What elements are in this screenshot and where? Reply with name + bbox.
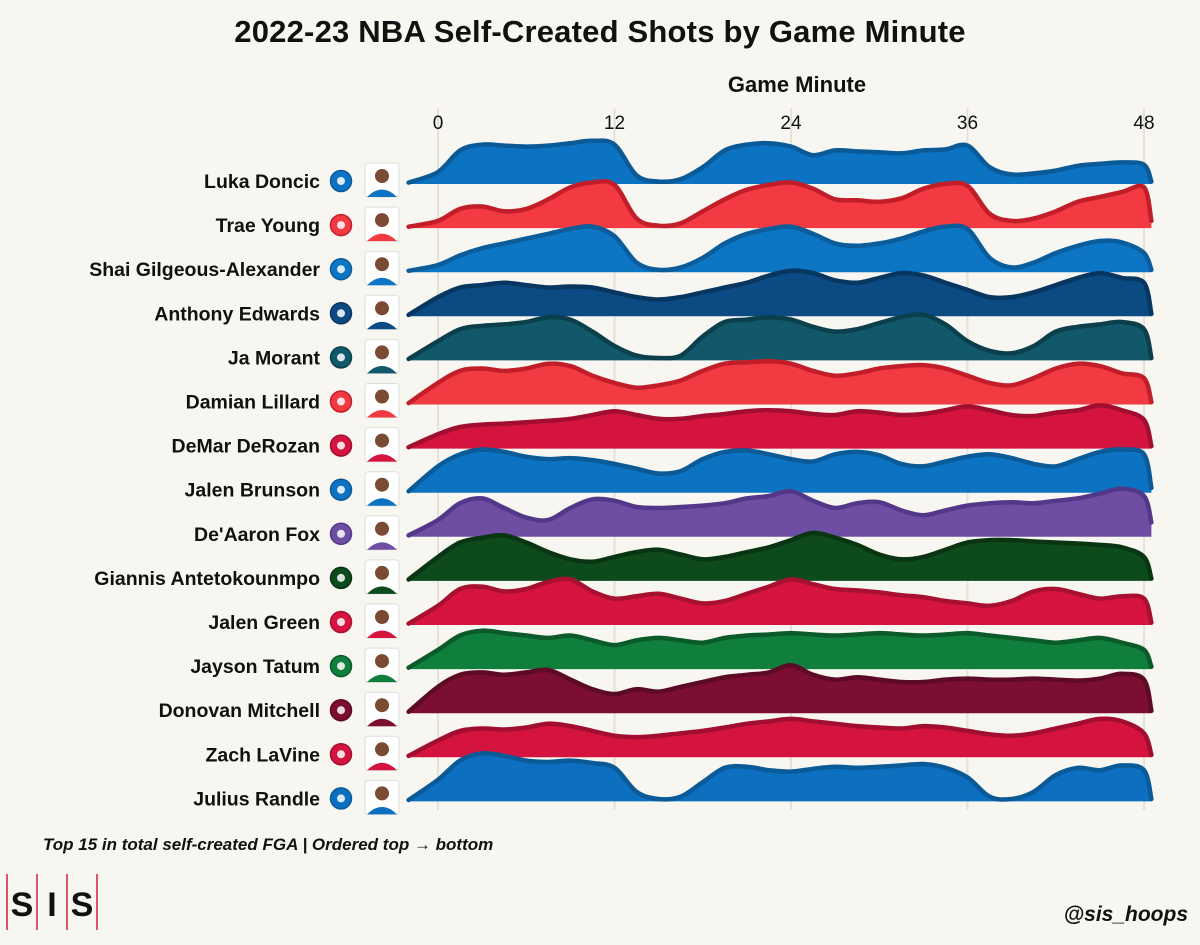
ridge-outline-demar-derozan xyxy=(406,403,1154,450)
ridge-zach-lavine xyxy=(408,718,1152,758)
player-headshot-icon xyxy=(364,294,400,330)
ridge-outline-jalen-brunson xyxy=(406,447,1154,494)
player-name-label: Trae Young xyxy=(216,215,320,237)
ridge-outline-de-aaron-fox xyxy=(406,486,1154,538)
ridge-outline-ja-morant xyxy=(406,312,1154,362)
team-logo-icon xyxy=(329,654,353,678)
player-headshot-icon xyxy=(364,779,400,815)
player-headshot-icon xyxy=(364,206,400,242)
x-tick-label: 12 xyxy=(604,113,625,134)
x-tick-label: 36 xyxy=(957,113,978,134)
team-logo-icon xyxy=(329,434,353,457)
x-tick-label: 24 xyxy=(780,113,802,134)
player-headshot-icon xyxy=(364,471,400,507)
player-headshot-icon xyxy=(364,515,400,551)
ridges xyxy=(406,138,1154,803)
player-name-label: Giannis Antetokounmpo xyxy=(94,568,320,590)
team-logo-icon xyxy=(329,257,353,281)
player-headshot-icon xyxy=(364,647,400,683)
ridge-outline-trae-young xyxy=(406,179,1154,229)
player-name-label: Damian Lillard xyxy=(186,392,320,414)
sis-logo-letter-1: S xyxy=(11,886,34,924)
player-name-label: Julius Randle xyxy=(193,788,320,810)
x-tick-label: 48 xyxy=(1133,113,1154,134)
team-logo-icon xyxy=(329,390,353,413)
team-logo-icon xyxy=(329,743,353,766)
player-name-label: De'Aaron Fox xyxy=(194,524,320,546)
ridge-anthony-edwards xyxy=(408,270,1152,317)
player-name-label: Jalen Green xyxy=(208,612,320,634)
sis-logo-letter-3: S xyxy=(71,886,94,924)
player-name-label: Jalen Brunson xyxy=(185,480,320,502)
chart-caption: Top 15 in total self-created FGA | Order… xyxy=(43,835,494,854)
ridge-trae-young xyxy=(408,181,1152,229)
player-headshot-icon xyxy=(364,427,400,463)
player-headshot-icon xyxy=(364,735,400,771)
sis-logo: S I S xyxy=(6,874,98,930)
team-logo-icon xyxy=(329,566,353,590)
player-name-label: Jayson Tatum xyxy=(190,656,320,678)
player-name-label: Luka Doncic xyxy=(204,171,320,193)
ridge-outline-giannis-antetokounmpo xyxy=(406,530,1154,582)
twitter-handle: @sis_hoops xyxy=(1063,903,1188,926)
x-tick-labels: 0 12 24 36 48 xyxy=(433,113,1155,134)
ridge-outline-anthony-edwards xyxy=(406,268,1154,318)
x-tick-label: 0 xyxy=(433,113,444,134)
ridge-outline-luka-doncic xyxy=(406,138,1154,185)
player-headshot-icon xyxy=(364,338,400,374)
team-logo-icon xyxy=(329,169,353,193)
ridge-outline-shai-gilgeous-alexander xyxy=(406,223,1154,274)
ridge-outline-donovan-mitchell xyxy=(406,662,1154,715)
player-headshot-icon xyxy=(364,603,400,639)
ridge-jayson-tatum xyxy=(408,630,1152,670)
ridge-shai-gilgeous-alexander xyxy=(408,225,1152,273)
player-name-label: DeMar DeRozan xyxy=(172,436,320,458)
ridge-outline-jayson-tatum xyxy=(406,628,1154,670)
team-logo-icon xyxy=(329,610,353,634)
player-headshot-icon xyxy=(364,162,400,198)
player-name-label: Zach LaVine xyxy=(205,744,320,766)
ridge-outline-julius-randle xyxy=(406,750,1154,803)
ridge-de-aaron-fox xyxy=(408,488,1152,537)
team-logo-icon xyxy=(329,698,353,722)
player-name-label: Ja Morant xyxy=(228,347,321,369)
ridge-outline-damian-lillard xyxy=(406,359,1154,406)
player-headshot-icon xyxy=(364,559,400,595)
player-labels: Luka Doncic Trae Young Shai Gilgeous-Alexa… xyxy=(89,162,400,815)
ridge-outline-jalen-green xyxy=(406,576,1154,626)
ridge-luka-doncic xyxy=(408,140,1152,184)
player-name-label: Donovan Mitchell xyxy=(159,700,320,722)
player-name-label: Anthony Edwards xyxy=(154,303,320,325)
team-logo-icon xyxy=(329,346,353,369)
x-axis-label: Game Minute xyxy=(727,72,867,97)
ridge-damian-lillard xyxy=(408,361,1152,405)
ridge-outline-zach-lavine xyxy=(406,716,1154,759)
player-headshot-icon xyxy=(364,383,400,418)
team-logo-icon xyxy=(329,213,353,237)
player-headshot-icon xyxy=(364,250,400,286)
ridge-jalen-brunson xyxy=(408,449,1152,493)
chart-title: 2022-23 NBA Self-Created Shots by Game M… xyxy=(234,14,966,49)
player-name-label: Shai Gilgeous-Alexander xyxy=(89,259,320,281)
sis-logo-letter-2: I xyxy=(47,886,56,924)
ridge-donovan-mitchell xyxy=(408,665,1152,714)
ridge-ja-morant xyxy=(408,314,1152,361)
team-logo-icon xyxy=(329,478,353,501)
team-logo-icon xyxy=(329,522,353,546)
team-logo-icon xyxy=(329,787,353,810)
player-headshot-icon xyxy=(364,691,400,727)
team-logo-icon xyxy=(329,302,353,325)
ridge-jalen-green xyxy=(408,578,1152,625)
